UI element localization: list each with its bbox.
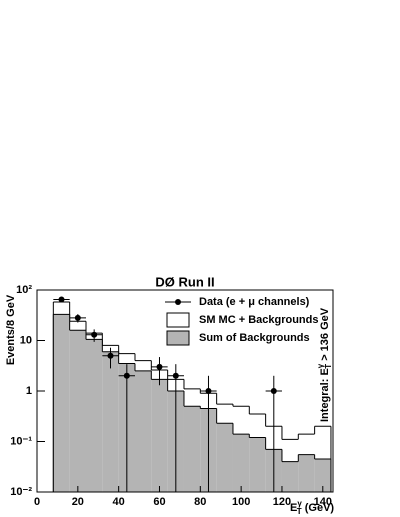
x-tick-label: 140 — [314, 496, 332, 508]
data-point — [91, 331, 98, 338]
data-point — [74, 314, 81, 321]
x-label-sup: γ — [297, 499, 302, 508]
histogram-bar — [85, 339, 103, 492]
annotation-sup: γ — [316, 363, 325, 368]
chart-title: DØ Run II — [155, 274, 214, 289]
data-point — [123, 372, 130, 379]
legend-label: Data (e + μ channels) — [199, 296, 310, 308]
data-point — [172, 372, 179, 379]
data-point — [270, 388, 277, 394]
x-tick-label: 100 — [232, 496, 250, 508]
histogram-bar — [53, 314, 70, 492]
histogram-bar — [216, 423, 233, 492]
x-tick-label: 40 — [113, 496, 125, 508]
x-tick-label: 20 — [72, 496, 84, 508]
annotation-sub: T — [324, 364, 333, 369]
annotation-rest: > 136 GeV — [319, 307, 331, 364]
histogram-bar — [134, 370, 152, 492]
y-tick-label: 10⁻¹ — [10, 435, 32, 447]
data-point — [107, 352, 114, 359]
y-tick-label: 1 — [26, 385, 32, 397]
annotation: Integral: EγT > 136 GeV — [316, 307, 333, 422]
annotation-main: Integral: E — [319, 368, 331, 422]
legend-label: Sum of Backgrounds — [199, 332, 310, 344]
x-tick-label: 80 — [194, 496, 206, 508]
histogram-bar — [232, 434, 250, 492]
histogram-bar — [183, 406, 201, 492]
y-tick-label: 10² — [16, 284, 32, 296]
histogram-bar — [298, 454, 315, 492]
histogram-bar — [102, 351, 119, 492]
x-tick-label: 0 — [34, 496, 40, 508]
legend-marker — [175, 299, 181, 305]
histogram-bar — [249, 437, 266, 492]
x-label-sub: T — [297, 507, 302, 516]
legend-swatch — [166, 330, 190, 346]
data-point — [156, 363, 163, 370]
y-axis-label: Events/8 GeV — [5, 294, 17, 365]
x-tick-label: 60 — [153, 496, 165, 508]
y-tick-label: 10⁻² — [10, 486, 32, 498]
histogram-bar — [151, 379, 168, 492]
histogram-bar — [281, 461, 299, 492]
data-point — [58, 296, 65, 303]
data-point — [205, 388, 212, 394]
x-label-unit: (GeV) — [302, 502, 335, 514]
x-label-main: E — [290, 502, 297, 514]
legend-label: SM MC + Backgrounds — [199, 314, 319, 326]
legend-swatch — [166, 312, 190, 328]
histogram-bar — [314, 459, 331, 492]
x-axis-label: Eγ T (GeV) — [290, 499, 334, 516]
y-tick-label: 10 — [20, 334, 32, 346]
x-tick-label: 120 — [273, 496, 291, 508]
histogram-bar — [69, 330, 86, 492]
